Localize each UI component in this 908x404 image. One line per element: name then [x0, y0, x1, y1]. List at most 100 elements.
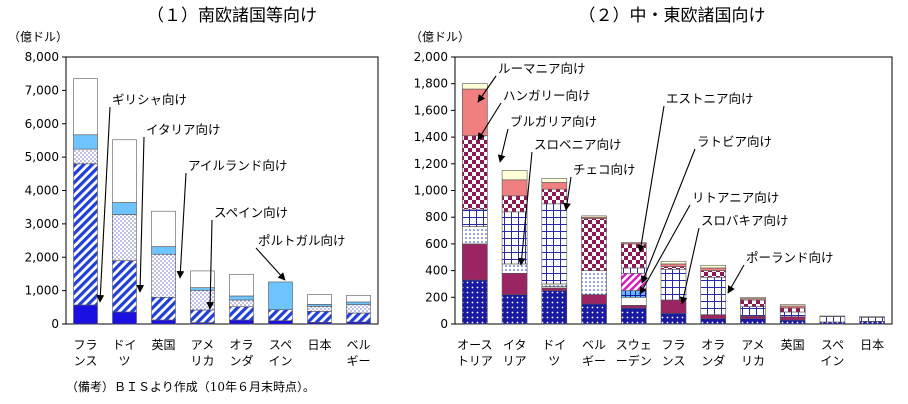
bar-segment	[700, 314, 727, 319]
series-annotation-label: ハンガリー向け	[503, 88, 591, 103]
y-tick-label: 600	[425, 237, 448, 251]
bar-segment	[501, 263, 528, 274]
series-annotation-label: ブルガリア向け	[510, 114, 597, 129]
y-tick-label: 1,800	[414, 77, 448, 91]
bar-segment	[620, 307, 647, 325]
bar-segment	[660, 260, 687, 265]
bar-segment	[620, 243, 647, 269]
y-tick-label: 8,000	[25, 50, 59, 64]
x-category-label: 日本	[860, 338, 884, 352]
bar-segment	[112, 139, 137, 203]
y-tick-label: 400	[425, 264, 448, 278]
bar-segment	[620, 305, 647, 309]
bar-segment	[819, 315, 846, 317]
bar-segment	[462, 226, 488, 245]
y-tick-label: 800	[425, 210, 448, 224]
annotation-arrow	[497, 128, 509, 163]
bar-segment	[620, 296, 647, 306]
y-tick-label: 1,600	[414, 103, 448, 117]
x-category-label: 英国	[151, 338, 175, 352]
bar-segment	[190, 309, 215, 323]
bar-segment	[73, 148, 98, 165]
bar-segment	[700, 318, 727, 325]
bar-segment	[779, 316, 806, 321]
y-tick-label: 1,200	[414, 157, 448, 171]
bar-segment	[819, 321, 846, 325]
annotation-arrow	[640, 148, 696, 284]
bar-segment	[268, 309, 293, 321]
bar-segment	[700, 276, 727, 315]
series-annotation-label: ラトビア向け	[697, 134, 772, 149]
bar-segment	[740, 315, 766, 319]
bar-segment	[501, 179, 528, 197]
bar-segment	[660, 266, 687, 270]
bar-segment	[73, 304, 98, 325]
bar-segment	[346, 304, 371, 314]
annotation-arrow	[206, 219, 215, 310]
annotation-arrow	[727, 264, 745, 294]
bar-segment	[700, 264, 727, 269]
annotation-arrow	[136, 136, 145, 293]
bar-segment	[501, 211, 528, 265]
bar-segment	[501, 170, 528, 181]
bar-segment	[346, 294, 371, 303]
bar-segment	[620, 267, 647, 274]
series-annotation-label: エストニア向け	[666, 91, 754, 106]
series-annotation-label: アイルランド向け	[188, 158, 287, 173]
bar-segment	[462, 135, 488, 210]
bar-segment	[620, 290, 647, 298]
bar-segment	[740, 296, 766, 299]
bar-segment	[151, 319, 176, 325]
bar-segment	[190, 270, 215, 288]
bar-segment	[541, 178, 568, 183]
x-category-label: アメリカ	[190, 338, 214, 368]
series-annotation-label: ポルトガル向け	[258, 233, 346, 248]
series-annotation-label: ルーマニア向け	[498, 61, 586, 76]
chart1-title: （１）南欧諸国等向け	[147, 6, 317, 26]
bar-segment	[581, 303, 607, 325]
bar-segment	[346, 301, 371, 305]
bar-segment	[346, 321, 371, 325]
bar-segment	[501, 195, 528, 213]
annotation-arrow	[517, 151, 533, 266]
bar-segment	[581, 218, 607, 271]
bar-segment	[268, 281, 293, 310]
bar-segment	[859, 321, 885, 325]
bar-segment	[462, 208, 488, 227]
series-annotation-label: スロバキア向け	[701, 213, 789, 228]
annotation-arrow	[637, 105, 665, 253]
bar-segment	[229, 295, 254, 301]
bar-segment	[229, 319, 254, 325]
bar-segment	[462, 88, 488, 137]
series-annotation-label: ポーランド向け	[746, 250, 834, 265]
bar-segment	[268, 320, 293, 325]
bar-segment	[229, 299, 254, 307]
bar-segment	[541, 182, 568, 190]
bar-segment	[779, 307, 806, 313]
bar-segment	[112, 214, 137, 261]
bar-segment	[151, 253, 176, 298]
bar-segment	[346, 312, 371, 323]
bar-segment	[73, 163, 98, 306]
y-tick-label: 2,000	[25, 250, 59, 264]
bar-segment	[740, 306, 766, 317]
annotation-arrow	[477, 102, 502, 141]
bar-segment	[501, 272, 528, 295]
bar-segment	[73, 134, 98, 150]
bar-segment	[307, 294, 332, 305]
x-category-label: 英国	[781, 338, 805, 352]
annotation-arrow	[477, 75, 497, 103]
x-category-label: オランダ	[701, 338, 725, 368]
x-category-label: イタリア	[503, 338, 527, 368]
series-annotation-label: チェコ向け	[573, 162, 636, 177]
series-annotation-label: ギリシャ向け	[112, 92, 187, 107]
x-category-label: ベルギー	[582, 338, 606, 368]
bar-segment	[581, 270, 607, 295]
bar-segment	[462, 279, 488, 325]
annotation-arrow	[96, 106, 111, 303]
bar-segment	[541, 203, 568, 285]
chart2-plot: 0 200 400 600 800 1,000 1,200 1,400 1,600 1,800 2,…	[414, 50, 893, 368]
y-tick-label: 1,000	[25, 284, 59, 298]
bar-segment	[740, 299, 766, 307]
